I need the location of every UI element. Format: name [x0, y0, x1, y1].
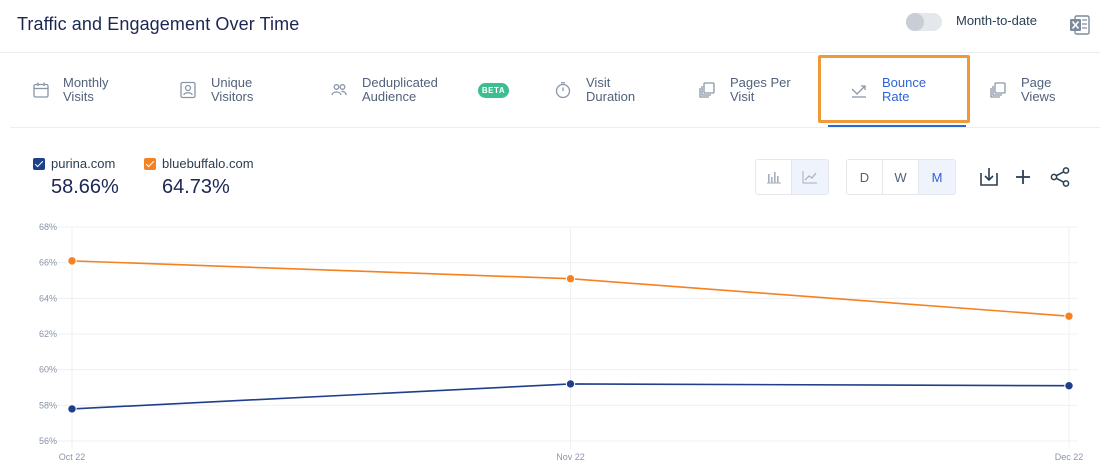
y-tick-label: 66% — [39, 258, 57, 268]
y-tick-label: 56% — [39, 436, 57, 446]
tab-label: Visit Duration — [586, 75, 636, 104]
tab-label: Page Views — [1021, 75, 1056, 104]
beta-badge: BETA — [478, 83, 509, 98]
data-point-bluebuffalo-com — [1064, 311, 1074, 321]
legend-site-name: purina.com — [51, 156, 116, 171]
pages-icon — [990, 82, 1006, 98]
people-icon — [331, 84, 347, 96]
x-tick-label: Nov 22 — [556, 452, 585, 462]
x-tick-label: Oct 22 — [59, 452, 86, 462]
bar-chart-button[interactable] — [756, 160, 792, 194]
person-card-icon — [180, 81, 196, 99]
page-title: Traffic and Engagement Over Time — [17, 14, 300, 34]
bar-chart-icon — [766, 172, 781, 184]
x-tick-label: Dec 22 — [1055, 452, 1084, 462]
line-chart-icon — [802, 171, 817, 184]
line-chart-button[interactable] — [792, 160, 828, 194]
granularity-day-button[interactable]: D — [847, 160, 883, 194]
y-tick-label: 62% — [39, 329, 57, 339]
y-tick-label: 58% — [39, 400, 57, 410]
tab-unique-visitors[interactable]: Unique Visitors — [165, 53, 305, 127]
share-icon[interactable] — [1049, 166, 1071, 188]
download-icon[interactable] — [978, 166, 1000, 188]
granularity-month-button[interactable]: M — [919, 160, 955, 194]
granularity-group: D W M — [846, 159, 956, 195]
legend-site-value: 58.66% — [51, 176, 119, 198]
header: Traffic and Engagement Over Time Month-t… — [0, 0, 1100, 52]
legend-site-name: bluebuffalo.com — [162, 156, 254, 171]
toggle-knob — [906, 13, 924, 31]
active-tab-underline — [828, 125, 966, 127]
pages-icon — [699, 82, 715, 98]
header-divider — [0, 52, 1100, 53]
tab-label: Bounce Rate — [882, 75, 927, 104]
legend-checkbox[interactable] — [144, 158, 156, 170]
granularity-week-button[interactable]: W — [883, 160, 919, 194]
y-tick-label: 60% — [39, 365, 57, 375]
tab-label: Monthly Visits — [63, 75, 109, 104]
tab-monthly-visits[interactable]: Monthly Visits — [20, 53, 160, 127]
tab-visit-duration[interactable]: Visit Duration — [545, 53, 685, 127]
legend-checkbox[interactable] — [33, 158, 45, 170]
y-tick-label: 68% — [39, 222, 57, 232]
tab-page-views[interactable]: Page Views — [975, 53, 1095, 127]
tab-bounce-rate[interactable]: Bounce Rate — [828, 53, 966, 127]
excel-export-icon[interactable] — [1069, 14, 1091, 36]
bounce-rate-chart: 56% 58% 60% 62% 64% 66% 68% Oct 22 Nov 22 Dec 22 — [39, 222, 1084, 462]
data-point-purina-com — [565, 379, 576, 389]
data-point-purina-com — [1064, 381, 1074, 391]
stopwatch-icon — [555, 82, 571, 99]
data-point-bluebuffalo-com — [67, 256, 77, 266]
tab-label: Pages Per Visit — [730, 75, 791, 104]
y-tick-label: 64% — [39, 293, 57, 303]
chart-type-group — [755, 159, 829, 195]
tab-label: Deduplicated Audience — [362, 75, 438, 104]
calendar-icon — [33, 82, 49, 98]
tab-pages-per-visit[interactable]: Pages Per Visit — [690, 53, 815, 127]
metric-tabs: Monthly Visits Unique Visitors Deduplica… — [0, 53, 1100, 127]
tab-label: Unique Visitors — [211, 75, 254, 104]
month-to-date-toggle[interactable] — [906, 13, 942, 31]
tab-deduplicated-audience[interactable]: Deduplicated Audience — [320, 53, 520, 127]
plus-icon[interactable] — [1012, 166, 1034, 188]
tabs-divider — [10, 127, 1100, 128]
data-point-purina-com — [67, 404, 77, 414]
data-point-bluebuffalo-com — [565, 274, 576, 284]
month-to-date-label: Month-to-date — [956, 13, 1037, 28]
legend-site-value: 64.73% — [162, 176, 230, 198]
bounce-icon — [851, 85, 866, 98]
